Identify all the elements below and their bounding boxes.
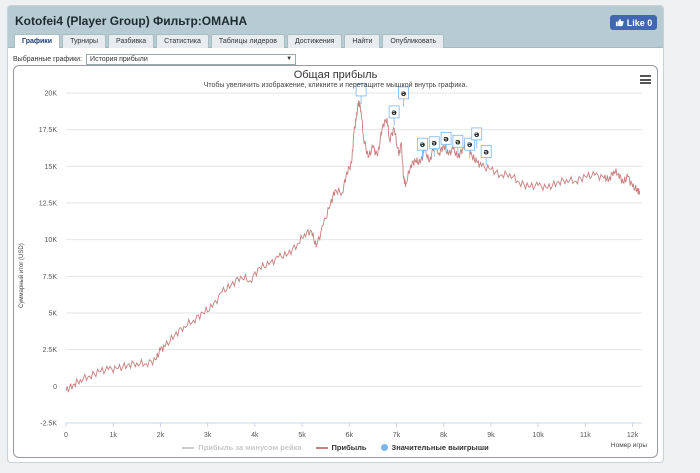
big-win-flag	[480, 145, 492, 158]
chart-subtitle: Чтобы увеличить изображение, кликните и …	[203, 82, 468, 89]
x-tick-label: 3k	[204, 432, 212, 439]
profit-chart[interactable]: -2.5K 0 2.5K 5K 7.5K 10K 12.5K 15K 17.5K 20K 0 1k 2k…	[13, 65, 658, 458]
legend-item[interactable]: Прибыль за минусом рейка	[182, 443, 302, 452]
legend-line-icon	[182, 446, 195, 449]
flag-label: ə	[467, 140, 473, 149]
x-axis-label: Номер игры	[610, 442, 647, 449]
tab-4[interactable]: Таблицы лидеров	[210, 34, 285, 48]
x-tick-label: 5k	[298, 432, 306, 439]
graph-select[interactable]: История прибыли ▼	[86, 54, 297, 65]
graph-select-value: История прибыли	[90, 56, 148, 63]
y-tick-label: 5K	[48, 311, 57, 318]
flag-label: ə	[443, 134, 449, 143]
legend-label: Прибыль за минусом рейка	[198, 443, 302, 452]
like-label: Like 0	[626, 17, 653, 28]
x-tick-label: 4k	[251, 432, 259, 439]
big-win-flag	[471, 127, 483, 141]
thumbs-up-icon	[615, 18, 624, 27]
y-tick-label: 2.5K	[43, 347, 58, 354]
x-tick-label: 10k	[532, 432, 544, 439]
dropdown-arrow-icon: ▼	[286, 56, 293, 62]
y-axis-label: Суммарный итог (USD)	[19, 243, 25, 309]
x-tick-label: 1k	[110, 432, 118, 439]
y-tick-label: 17.5K	[39, 127, 58, 134]
x-tick-label: 7k	[393, 432, 401, 439]
tab-2[interactable]: Разбивка	[108, 34, 155, 48]
legend-label: Прибыль	[331, 443, 367, 452]
x-tick-label: 0	[64, 432, 68, 439]
tab-7[interactable]: Опубликовать	[382, 34, 445, 48]
x-tick-label: 6k	[346, 432, 354, 439]
graph-selector-row: Выбранные графики: История прибыли ▼	[13, 54, 297, 65]
legend-label: Значительные выигрыши	[391, 443, 489, 452]
y-tick-label: 0	[53, 384, 57, 391]
y-tick-label: 15K	[45, 164, 58, 171]
x-tick-label: 8k	[440, 432, 448, 439]
big-win-flag	[388, 105, 400, 119]
x-tick-label: 2k	[157, 432, 165, 439]
big-win-flag	[440, 131, 452, 145]
legend-line-icon	[315, 446, 328, 449]
tab-3[interactable]: Статистика	[156, 34, 209, 48]
big-win-flag	[355, 83, 367, 97]
y-tick-label: 12.5K	[39, 201, 58, 208]
facebook-like-button[interactable]: Like 0	[610, 15, 657, 30]
tab-1[interactable]: Турниры	[62, 34, 107, 48]
x-tick-label: 12k	[627, 432, 639, 439]
header-bar: Kotofei4 (Player Group) Фильтр:OMAHA Lik…	[8, 6, 663, 48]
big-win-flag	[452, 134, 464, 148]
page-title: Kotofei4 (Player Group) Фильтр:OMAHA	[15, 14, 248, 28]
y-tick-label: -2.5K	[40, 421, 57, 428]
chart-legend: Прибыль за минусом рейка Прибыль Значитель…	[14, 443, 657, 452]
chart-title: Общая прибыль	[293, 69, 378, 81]
legend-dot-icon	[380, 444, 388, 451]
graph-select-label: Выбранные графики:	[13, 56, 83, 63]
big-win-flag	[417, 137, 428, 151]
x-tick-label: 11k	[580, 432, 591, 439]
legend-item[interactable]: Значительные выигрыши	[380, 443, 489, 452]
y-tick-label: 10K	[45, 237, 58, 244]
x-tick-label: 9k	[487, 432, 495, 439]
flag-label: ə	[432, 139, 438, 148]
tab-5[interactable]: Достижения	[286, 34, 343, 48]
big-win-flag	[398, 86, 409, 100]
flag-label: ə	[474, 130, 480, 139]
tab-bar: Графики Турниры Разбивка Статистика Таблицы …	[14, 34, 445, 48]
flag-label: ə	[483, 148, 489, 157]
y-tick-label: 7.5K	[43, 274, 58, 281]
flag-label: ə	[401, 89, 407, 98]
chart-menu-icon[interactable]	[640, 75, 651, 84]
legend-item[interactable]: Прибыль	[315, 443, 367, 452]
flag-label: ə	[420, 140, 426, 149]
profit-series-line	[65, 100, 641, 393]
main-window: Kotofei4 (Player Group) Фильтр:OMAHA Lik…	[7, 5, 664, 463]
tab-6[interactable]: Найти	[344, 34, 381, 48]
flag-label: ə	[455, 137, 461, 146]
tab-0[interactable]: Графики	[14, 34, 61, 48]
big-win-flag	[428, 136, 440, 150]
flag-label: ə	[391, 108, 397, 117]
big-win-flag	[464, 137, 476, 151]
y-tick-label: 20K	[45, 91, 58, 98]
chart-canvas[interactable]: -2.5K 0 2.5K 5K 7.5K 10K 12.5K 15K 17.5K 20K 0 1k 2k…	[14, 66, 658, 458]
